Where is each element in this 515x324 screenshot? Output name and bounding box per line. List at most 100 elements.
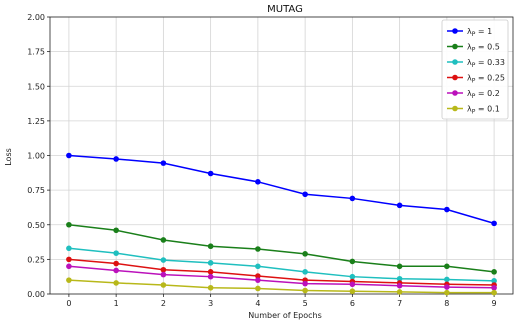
data-point bbox=[396, 202, 403, 209]
data-point bbox=[207, 170, 214, 177]
y-tick-label: 0.25 bbox=[27, 255, 45, 264]
y-tick-label: 1.00 bbox=[27, 152, 45, 161]
series-line bbox=[68, 247, 495, 282]
data-point bbox=[491, 289, 497, 296]
data-point bbox=[113, 227, 119, 234]
series-line bbox=[68, 154, 495, 225]
data-point bbox=[255, 285, 261, 292]
data-point bbox=[113, 250, 119, 256]
legend-swatch-marker bbox=[452, 90, 458, 96]
ticks: 0 1 2 3 4 5 6 7 8 9 0.00 0.25 0.50 0.75 1.00 1.25 1.50 1.… bbox=[27, 13, 496, 308]
data-point bbox=[349, 281, 356, 288]
legend-swatch-marker bbox=[452, 28, 458, 34]
data-point bbox=[207, 260, 214, 266]
data-point bbox=[302, 251, 308, 257]
y-tick-label: 1.75 bbox=[27, 48, 45, 57]
data-point bbox=[349, 195, 356, 202]
y-tick-label: 2.00 bbox=[27, 13, 45, 22]
y-tick-label: 0.50 bbox=[27, 221, 45, 230]
data-point bbox=[66, 263, 72, 270]
data-point bbox=[444, 276, 450, 283]
data-point bbox=[66, 245, 72, 252]
x-tick-label: 8 bbox=[444, 299, 449, 308]
data-point bbox=[113, 156, 119, 162]
legend-box bbox=[441, 19, 509, 120]
data-point bbox=[302, 280, 308, 287]
series-line bbox=[68, 265, 495, 289]
data-point bbox=[66, 277, 72, 283]
data-point bbox=[491, 220, 497, 227]
data-point bbox=[255, 179, 261, 185]
x-tick-label: 0 bbox=[66, 299, 71, 308]
chart-title: MUTAG bbox=[267, 4, 303, 15]
data-point bbox=[396, 289, 403, 295]
data-point bbox=[491, 284, 497, 291]
data-point bbox=[66, 152, 72, 159]
legend-swatch-marker bbox=[452, 43, 458, 50]
data-point bbox=[491, 269, 497, 275]
data-point bbox=[66, 221, 72, 228]
series-line bbox=[68, 224, 495, 273]
data-point bbox=[66, 256, 72, 263]
legend-label: λP = 0.1 bbox=[467, 105, 500, 116]
legend: λP = 1 λP = 0.5 λP = 0.33 λP = 0.25 λP = 0.2… bbox=[441, 19, 509, 120]
data-point bbox=[302, 287, 308, 294]
series-line bbox=[68, 279, 495, 294]
data-point bbox=[349, 288, 356, 295]
data-point bbox=[444, 206, 450, 213]
legend-label: λP = 1 bbox=[467, 27, 492, 38]
series-line bbox=[68, 258, 495, 286]
legend-label: λP = 0.33 bbox=[467, 58, 505, 69]
y-tick-label: 1.25 bbox=[27, 117, 45, 126]
data-point bbox=[396, 263, 403, 270]
x-tick-label: 6 bbox=[350, 299, 355, 308]
data-point bbox=[207, 269, 214, 275]
data-point bbox=[160, 160, 167, 166]
data-point bbox=[396, 275, 403, 282]
x-tick-label: 1 bbox=[114, 299, 119, 308]
x-tick-label: 9 bbox=[492, 299, 497, 308]
data-point bbox=[302, 191, 308, 198]
y-tick-label: 0.75 bbox=[27, 186, 45, 195]
legend-swatch-marker bbox=[452, 74, 458, 81]
x-tick-label: 2 bbox=[161, 299, 166, 308]
x-tick-label: 7 bbox=[397, 299, 402, 308]
x-tick-label: 4 bbox=[255, 299, 260, 308]
data-point bbox=[444, 289, 450, 296]
data-point bbox=[444, 284, 450, 290]
data-point bbox=[160, 271, 167, 278]
legend-label: λP = 0.2 bbox=[467, 89, 500, 100]
data-point bbox=[491, 278, 497, 284]
data-point bbox=[160, 282, 167, 288]
data-point bbox=[207, 273, 214, 280]
y-tick-label: 1.50 bbox=[27, 82, 45, 91]
data-point bbox=[255, 246, 261, 252]
data-point bbox=[349, 273, 356, 280]
y-axis-label: Loss bbox=[4, 148, 13, 166]
data-point bbox=[302, 269, 308, 275]
data-point bbox=[160, 257, 167, 263]
data-point bbox=[113, 267, 119, 274]
legend-swatch-marker bbox=[452, 59, 458, 65]
x-tick-label: 3 bbox=[208, 299, 213, 308]
data-point bbox=[255, 277, 261, 283]
series-group bbox=[66, 152, 497, 296]
data-point bbox=[207, 284, 214, 291]
data-point bbox=[349, 258, 356, 265]
x-axis-label: Number of Epochs bbox=[248, 311, 322, 320]
data-point bbox=[113, 280, 119, 286]
data-point bbox=[255, 263, 261, 270]
legend-label: λP = 0.25 bbox=[467, 74, 505, 85]
legend-swatch-marker bbox=[452, 105, 458, 112]
data-point bbox=[444, 263, 450, 270]
legend-label: λP = 0.5 bbox=[467, 43, 500, 54]
data-point bbox=[396, 282, 403, 289]
data-point bbox=[160, 266, 167, 273]
data-point bbox=[160, 237, 167, 243]
y-tick-label: 0.00 bbox=[27, 290, 45, 299]
data-point bbox=[207, 243, 214, 250]
data-point bbox=[113, 260, 119, 267]
data-point bbox=[255, 273, 261, 279]
x-tick-label: 5 bbox=[303, 299, 308, 308]
